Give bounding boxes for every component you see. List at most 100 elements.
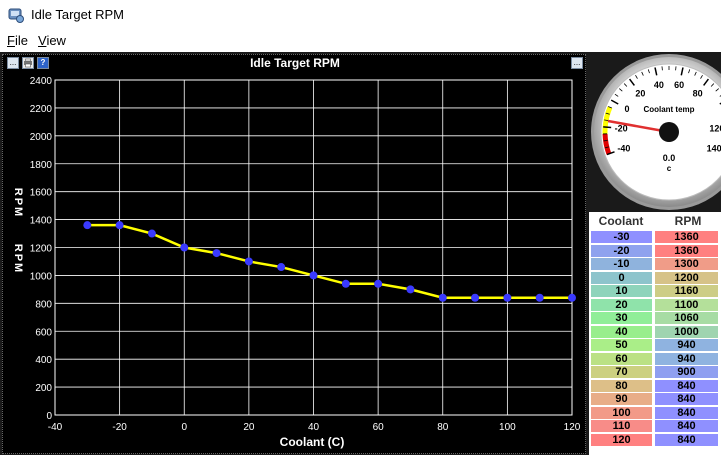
data-point[interactable] [147,229,156,238]
data-point[interactable] [244,257,253,266]
print-icon[interactable] [22,57,34,69]
gauge-tick [641,71,644,76]
gauge-tick [710,83,715,87]
gauge-tick [610,99,619,105]
coolant-cell[interactable]: 120 [591,433,652,446]
x-tick-label: 0 [181,422,187,433]
menu-file[interactable]: File [7,33,28,48]
menu-bar: File View [0,30,721,52]
help-icon[interactable]: ? [37,57,49,69]
data-point[interactable] [503,293,512,302]
x-tick-label: 20 [243,422,255,433]
gauge-tick [654,67,658,76]
y-tick-label: 400 [35,355,52,366]
gauge-tick [688,69,691,74]
x-tick-label: 80 [437,422,449,433]
coolant-cell[interactable]: 40 [591,325,652,338]
rpm-cell[interactable]: 1360 [655,244,718,257]
y-tick-label: 800 [35,299,52,310]
coolant-cell[interactable]: -30 [591,231,652,243]
coolant-cell[interactable]: 10 [591,285,652,297]
data-point[interactable] [341,279,350,288]
rpm-cell[interactable]: 1160 [655,285,718,297]
gauge-value: 0.0 [663,153,676,163]
rpm-cell[interactable]: 940 [655,339,718,351]
gauge-tick [603,126,612,129]
coolant-cell[interactable]: 110 [591,420,652,432]
rpm-cell[interactable]: 1300 [655,258,718,270]
rpm-cell[interactable]: 1100 [655,298,718,311]
gauge-label: Coolant temp [643,105,694,114]
gauge-tick [607,106,612,109]
data-point[interactable] [374,279,383,288]
y-tick-label: 1800 [30,160,53,171]
y-tick-label: 200 [35,383,52,394]
coolant-cell[interactable]: 60 [591,352,652,365]
x-tick-label: 40 [308,422,320,433]
gauge-tick [680,67,684,76]
x-axis-label: Coolant (C) [280,435,345,449]
data-point[interactable] [277,263,286,272]
gauge-tick [635,74,638,79]
expand-icon[interactable]: ... [7,57,19,69]
rpm-cell[interactable]: 840 [655,420,718,432]
plot-border [54,79,573,416]
title-bar: Idle Target RPM [0,0,721,30]
gauge-tick [603,139,608,142]
coolant-cell[interactable]: -20 [591,244,652,257]
gauge-tick [619,88,623,92]
gauge-tick-label: -40 [617,143,630,153]
rpm-cell[interactable]: 1060 [655,312,718,324]
rpm-cell[interactable]: 900 [655,366,718,378]
header-rpm: RPM [674,214,702,228]
series-line [87,223,572,299]
data-point[interactable] [115,221,124,230]
coolant-cell[interactable]: 70 [591,366,652,378]
data-point[interactable] [212,249,221,258]
data-point[interactable] [406,285,415,294]
data-point[interactable] [471,293,480,302]
x-tick-label: 120 [564,422,581,433]
gauge-unit: c [667,164,672,173]
coolant-cell[interactable]: 30 [591,312,652,324]
data-point[interactable] [438,293,447,302]
coolant-gauge: -40 -20 0 20 40 60 80 120 140 Coolant temp 0.0 c [591,54,721,210]
rpm-cell[interactable]: 840 [655,406,718,419]
coolant-cell[interactable]: 90 [591,393,652,405]
rpm-cell[interactable]: 940 [655,352,718,365]
coolant-cell[interactable]: 80 [591,379,652,392]
coolant-cell[interactable]: 100 [591,406,652,419]
rpm-cell[interactable]: 1200 [655,271,718,284]
gauge-tick [604,146,609,149]
data-point[interactable] [535,293,544,302]
data-point[interactable] [309,271,318,280]
gauge-tick-label: 120 [709,123,721,133]
rpm-cell[interactable]: 1000 [655,325,718,338]
gauge-tick [647,69,650,74]
gauge-tick [623,83,628,87]
printer-icon [24,58,32,68]
coolant-cell[interactable]: 20 [591,298,652,311]
rpm-cell[interactable]: 840 [655,393,718,405]
data-point[interactable] [83,221,92,230]
coolant-cell[interactable]: 50 [591,339,652,351]
data-point[interactable] [568,293,576,302]
data-point[interactable] [180,243,189,252]
gauge-tick-label: 140 [707,143,721,153]
rpm-cell[interactable]: 1360 [655,231,718,243]
line-chart: 0200400600800100012001400160018002000220… [12,76,581,449]
options-icon[interactable]: ... [571,57,583,69]
coolant-cell[interactable]: -10 [591,258,652,270]
y-tick-label: 1000 [30,271,53,282]
gauge-tick [605,112,610,115]
rpm-cell[interactable]: 840 [655,379,718,392]
coolant-cell[interactable]: 0 [591,271,652,284]
x-tick-label: -40 [48,422,63,433]
data-table: Coolant RPM -30 1360 -20 1360 -10 1300 0 1200 10… [589,212,721,455]
gauge-tick-label: 60 [674,80,684,90]
gauge-tick [719,95,721,97]
menu-view[interactable]: View [38,33,66,48]
gauge-tick [694,71,697,76]
x-tick-label: -20 [112,422,127,433]
rpm-cell[interactable]: 840 [655,433,718,446]
